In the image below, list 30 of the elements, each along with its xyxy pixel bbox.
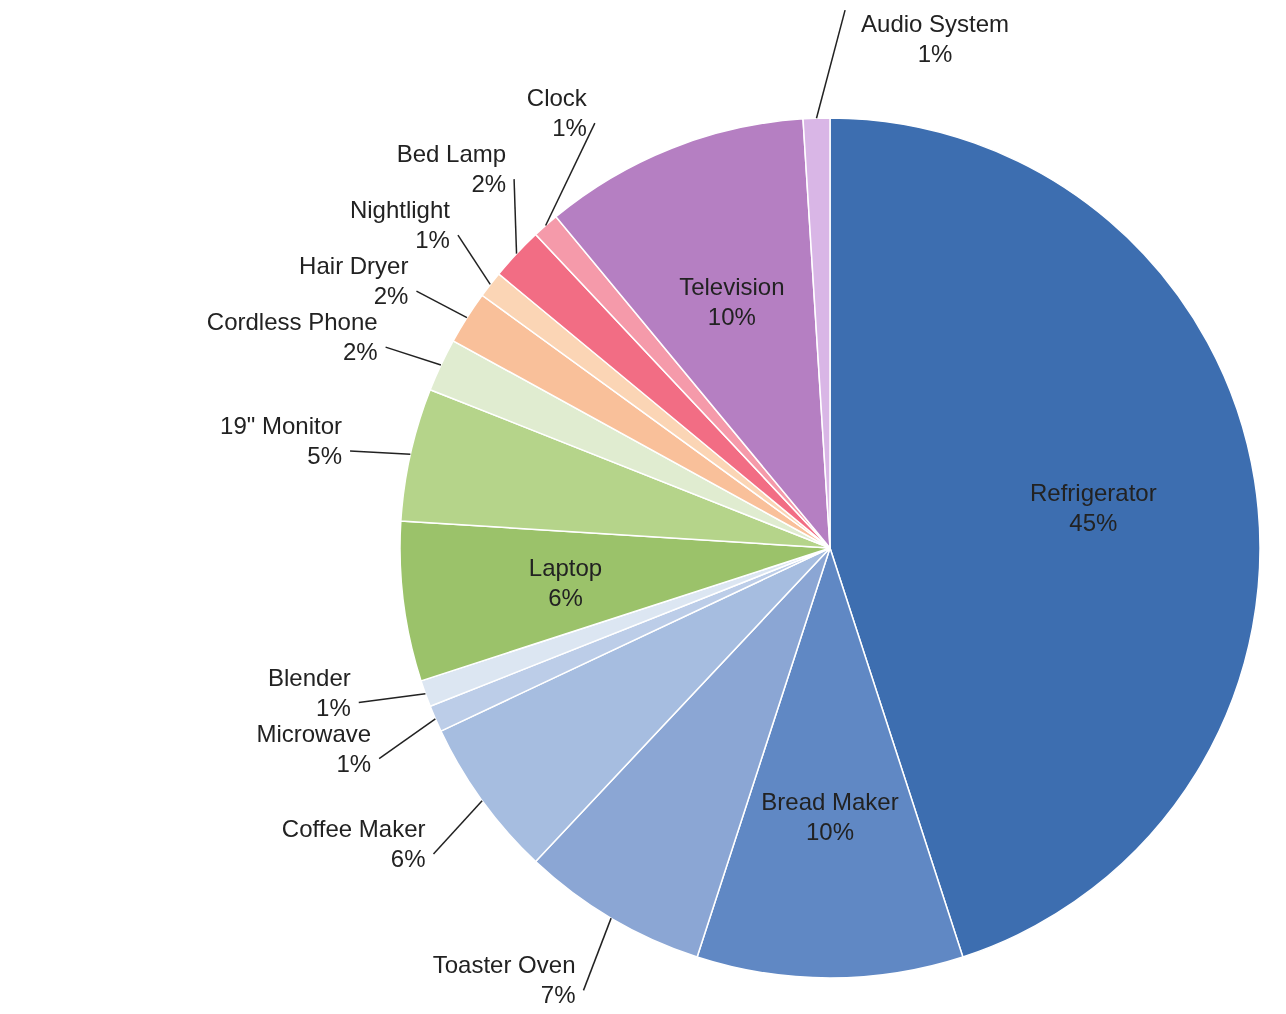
data-label: 1%: [917, 40, 953, 68]
slice-label: Clock: [526, 84, 588, 112]
data-label: 10%: [707, 303, 756, 331]
data-label: 1%: [415, 226, 450, 254]
slice-label: Refrigerator: [1029, 479, 1157, 507]
slice-label: Coffee Maker: [281, 814, 426, 842]
data-label: 2%: [471, 170, 507, 198]
data-label: 6%: [390, 844, 426, 872]
slice-label: 19" Monitor: [220, 411, 343, 439]
slice-label: Microwave: [256, 719, 372, 747]
slice-label: Audio System: [861, 10, 1010, 38]
data-label: 1%: [336, 749, 372, 777]
slice-label: Cordless Phone: [206, 308, 378, 336]
data-label: 1%: [552, 114, 587, 142]
slice-label: Blender: [268, 663, 351, 691]
slice-label: Hair Dryer: [299, 252, 409, 280]
data-label: 6%: [548, 584, 583, 612]
data-label: 2%: [342, 338, 378, 366]
slice-label: Laptop: [528, 554, 603, 582]
slice-label: Bread Maker: [761, 787, 899, 815]
data-label: 45%: [1069, 509, 1118, 537]
data-label: 10%: [805, 817, 855, 845]
data-label: 2%: [373, 282, 409, 310]
data-label: 7%: [540, 981, 576, 1009]
slice-label: Toaster Oven: [432, 951, 576, 979]
data-label: 5%: [307, 441, 343, 469]
slice-label: Bed Lamp: [396, 140, 507, 168]
slice-label: Nightlight: [349, 196, 451, 224]
slice-label: Television: [679, 273, 785, 301]
data-label: 1%: [316, 693, 351, 721]
